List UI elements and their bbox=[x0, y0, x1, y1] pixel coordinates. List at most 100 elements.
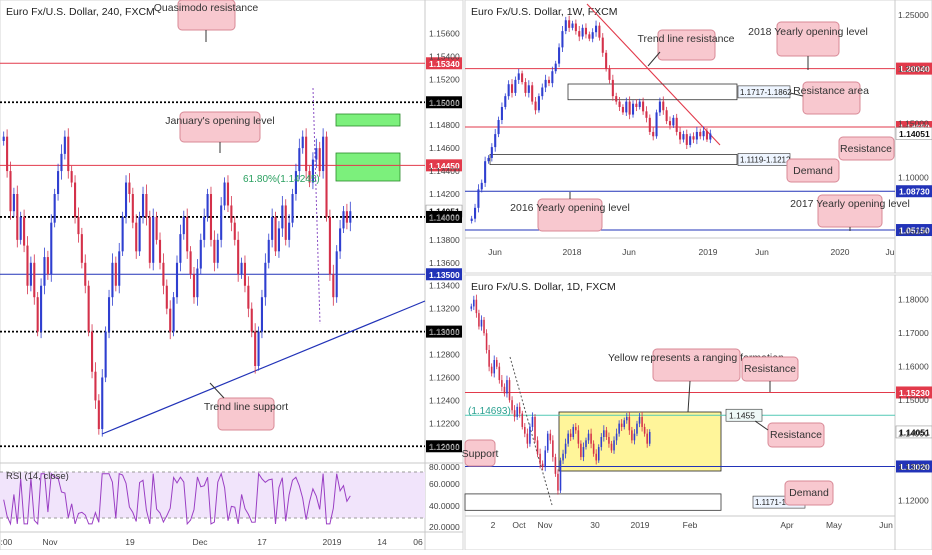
chart-panel-1d[interactable]: Euro Fx/U.S. Dollar, 1D, FXCM 1.152301.1… bbox=[462, 274, 932, 551]
candle bbox=[213, 230, 216, 272]
candle bbox=[490, 363, 493, 377]
price-tag bbox=[895, 127, 932, 140]
callout-resistance[interactable]: Resistance bbox=[838, 136, 895, 161]
price-tick-label: 1.14800 bbox=[429, 120, 460, 130]
level-value: 1.1455 bbox=[729, 411, 755, 421]
trend-line-resistance bbox=[586, 3, 721, 146]
time-tick-label: 2 bbox=[491, 520, 496, 530]
candle bbox=[240, 257, 243, 279]
candle bbox=[192, 266, 196, 304]
time-tick-label: 2018 bbox=[563, 247, 582, 257]
candle bbox=[2, 131, 5, 146]
candle bbox=[603, 425, 605, 442]
callout-trend-line-resistance[interactable]: Trend line resistance bbox=[637, 29, 735, 67]
candle bbox=[638, 98, 641, 110]
candle bbox=[182, 210, 185, 240]
price-tag-value: 1.14051 bbox=[899, 129, 930, 139]
price-tick-label: 1.17000 bbox=[898, 328, 929, 338]
candle bbox=[521, 70, 524, 85]
price-tag bbox=[426, 57, 462, 70]
vertical-dotted-marker bbox=[509, 356, 553, 506]
candle bbox=[250, 302, 253, 338]
candle bbox=[485, 329, 488, 354]
candle bbox=[504, 93, 507, 110]
candle bbox=[618, 420, 620, 437]
callout-demand[interactable]: Demand bbox=[786, 158, 840, 183]
callout-2017-yearly-opening[interactable]: 2017 Yearly opening level bbox=[790, 194, 910, 231]
candle bbox=[480, 315, 483, 331]
chart-panel-1w[interactable]: Euro Fx/U.S. Dollar, 1W, FXCM 1.20040 1.1… bbox=[464, 0, 932, 274]
price-tick-label: 1.15200 bbox=[429, 74, 460, 84]
candle bbox=[595, 449, 597, 465]
candle bbox=[529, 423, 531, 447]
chart-title: Euro Fx/U.S. Dollar, 1W, FXCM bbox=[471, 6, 617, 18]
candle bbox=[517, 68, 520, 84]
candle bbox=[524, 78, 527, 97]
callout-quasimodo-resistance[interactable]: Quasimodo resistance bbox=[154, 0, 259, 42]
candle bbox=[473, 203, 477, 223]
candle bbox=[220, 197, 223, 248]
price-tick-label: 1.15600 bbox=[429, 28, 460, 38]
candle bbox=[562, 449, 564, 464]
candle bbox=[631, 100, 635, 118]
price-tick-label: 1.25000 bbox=[898, 10, 929, 20]
candle bbox=[561, 25, 564, 52]
time-tick-label: Ju bbox=[886, 247, 895, 257]
candle bbox=[618, 97, 621, 112]
candle bbox=[111, 253, 114, 306]
candle bbox=[544, 445, 546, 472]
callout-ranging-formation[interactable]: Yellow represents a ranging formation bbox=[608, 348, 784, 413]
callout-support[interactable]: Support bbox=[462, 439, 499, 467]
callout-resistance-lower[interactable]: Resistance bbox=[754, 420, 825, 448]
candle bbox=[257, 326, 260, 371]
candle bbox=[490, 143, 493, 162]
time-tick-label: Apr bbox=[780, 520, 793, 530]
callout-2018-yearly-opening[interactable]: 2018 Yearly opening level bbox=[748, 21, 868, 70]
candle bbox=[70, 165, 73, 188]
candle bbox=[473, 295, 475, 310]
candle bbox=[94, 362, 97, 409]
candle bbox=[541, 460, 544, 471]
candle bbox=[601, 33, 604, 57]
candle bbox=[60, 144, 63, 180]
candle bbox=[605, 426, 608, 441]
callout-demand[interactable]: Demand bbox=[784, 480, 834, 506]
candle bbox=[643, 423, 646, 437]
candle bbox=[557, 469, 559, 495]
callout-january-opening[interactable]: January's opening level bbox=[165, 111, 275, 153]
candle bbox=[574, 19, 577, 35]
candle bbox=[298, 138, 301, 180]
rsi-tick: 60.0000 bbox=[429, 479, 460, 489]
price-tag bbox=[426, 440, 462, 453]
candle bbox=[189, 246, 192, 279]
candle bbox=[695, 126, 698, 145]
candle bbox=[524, 423, 526, 438]
candle bbox=[611, 74, 614, 101]
callout-resistance-area[interactable]: Resistance area bbox=[789, 81, 869, 115]
candle bbox=[216, 233, 219, 269]
candle bbox=[12, 187, 15, 217]
callout-trend-line-support[interactable]: Trend line support bbox=[204, 382, 288, 431]
callout-text: Trend line resistance bbox=[637, 33, 734, 45]
candle bbox=[546, 430, 549, 453]
candle bbox=[598, 22, 601, 41]
candle bbox=[572, 424, 575, 440]
candle bbox=[672, 115, 675, 128]
time-tick-label: May bbox=[826, 520, 843, 530]
chart-panel-240[interactable]: Euro Fx/U.S. Dollar, 240, FXCM 1.153401.… bbox=[0, 0, 464, 551]
candle bbox=[477, 184, 480, 213]
candle bbox=[223, 177, 226, 211]
callout-resistance-upper[interactable]: Resistance bbox=[741, 356, 799, 392]
price-tag-value: 1.05150 bbox=[899, 226, 930, 236]
rsi-pane[interactable]: RSI (14, close) 80.0000 60.0000 40.0000 … bbox=[0, 462, 460, 532]
price-tag-value: 1.13020 bbox=[899, 462, 930, 472]
callout-2016-yearly-opening[interactable]: 2016 Yearly opening level bbox=[510, 192, 630, 232]
candle bbox=[689, 133, 692, 148]
price-tick-label: 1.14000 bbox=[429, 212, 460, 222]
candle bbox=[26, 236, 29, 295]
candle bbox=[584, 23, 588, 39]
price-tag-value: 1.20040 bbox=[899, 64, 930, 74]
candle bbox=[597, 444, 600, 463]
candle bbox=[9, 161, 12, 220]
